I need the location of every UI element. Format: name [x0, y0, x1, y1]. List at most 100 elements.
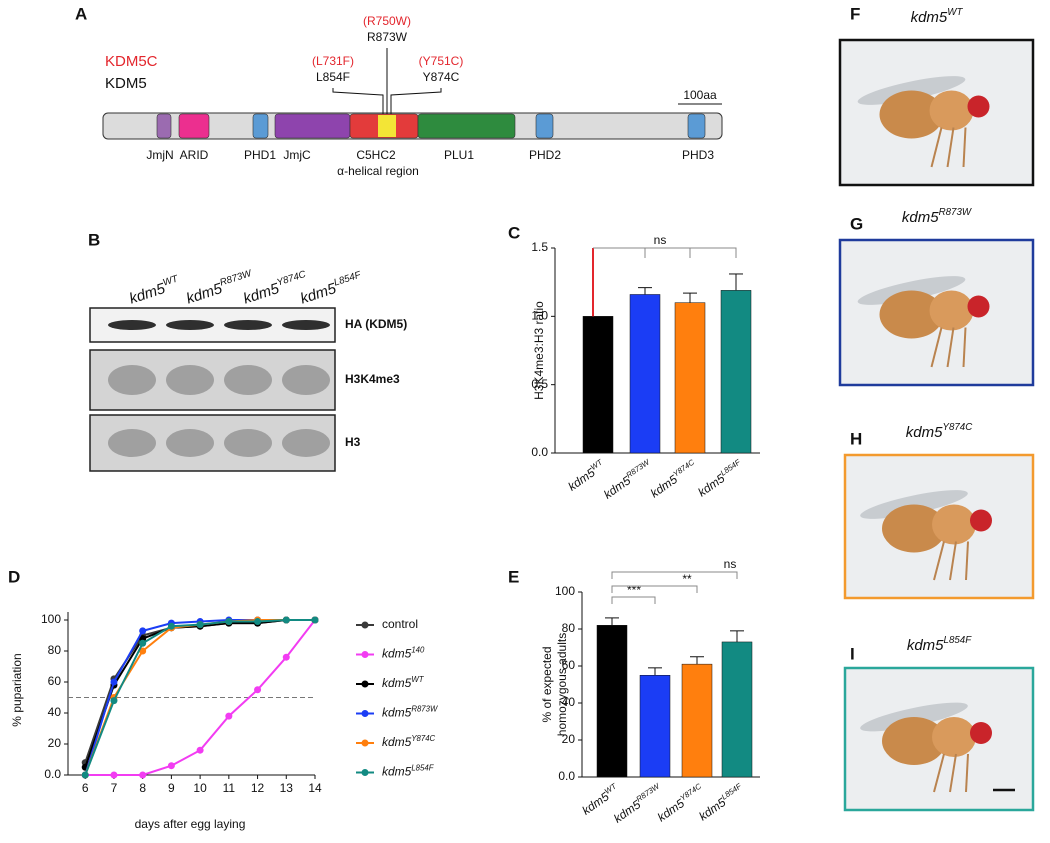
domain-label: PHD1 — [244, 148, 276, 162]
legend-text: KDM5C — [105, 53, 158, 70]
label-sup: Y874C — [276, 269, 309, 289]
data-point — [282, 653, 290, 661]
legend-marker — [361, 651, 369, 658]
scale-label: 100aa — [683, 88, 717, 102]
data-point — [139, 639, 147, 647]
panel-label: D — [8, 567, 20, 586]
region-label: α-helical region — [337, 164, 419, 178]
data-point — [254, 618, 262, 626]
y-tick-label: 1.5 — [531, 240, 548, 254]
fly-leg — [930, 127, 943, 168]
legend-text: KDM5 — [105, 75, 147, 92]
label-base: kdm5 — [127, 280, 168, 308]
lane-label: kdm5L854F — [298, 269, 366, 307]
domain — [274, 113, 351, 139]
bar — [674, 302, 706, 454]
data-point — [225, 618, 233, 626]
y-tick-label: 60 — [562, 658, 576, 672]
data-point — [254, 686, 262, 694]
y-tick-label: 0.0 — [558, 769, 575, 783]
fly-abdomen — [879, 290, 944, 339]
legend-label: kdm5WT — [382, 675, 425, 691]
label-sup: WT — [411, 675, 424, 684]
y-tick-label: 40 — [48, 705, 62, 719]
panel-label: A — [75, 4, 87, 23]
legend-label: kdm5L854F — [382, 763, 435, 779]
y-tick-label: 80 — [48, 643, 62, 657]
image-title: kdm5Y874C — [906, 422, 973, 441]
helical-region — [378, 115, 396, 137]
domain — [156, 113, 172, 139]
label-sup: Y874C — [411, 734, 435, 743]
mutation-line — [332, 88, 384, 114]
y-tick-label: 80 — [562, 621, 576, 635]
fly-abdomen — [882, 717, 946, 765]
label-sup: L854F — [719, 781, 743, 802]
fly-leg — [933, 541, 945, 581]
fly-leg — [962, 327, 967, 368]
legend-marker — [361, 710, 369, 717]
label-base: kdm5 — [382, 765, 412, 779]
sig-label: ns — [724, 557, 737, 571]
y-axis-label: homozygous adults — [555, 633, 569, 736]
domain-label: C5HC2 — [356, 148, 396, 162]
fly-thorax — [932, 717, 976, 757]
fly-leg — [949, 753, 957, 793]
panel-label: B — [88, 230, 100, 249]
mutation-fly: Y874C — [423, 70, 460, 84]
label-base: kdm5 — [241, 280, 282, 308]
label-base: kdm5 — [382, 647, 412, 661]
label-sup: Y874C — [678, 781, 703, 802]
fly-leg — [946, 127, 955, 168]
blot-label: H3K4me3 — [345, 372, 400, 386]
y-tick-label: 0.0 — [531, 445, 548, 459]
data-point — [110, 697, 118, 705]
domain-label: PHD3 — [682, 148, 714, 162]
bar — [721, 641, 753, 778]
fly-leg — [962, 127, 967, 168]
image-frame — [838, 38, 1035, 187]
bar — [582, 316, 614, 454]
x-tick-label: 8 — [139, 781, 146, 795]
label-sup: 140 — [411, 645, 425, 654]
legend-label: control — [382, 617, 418, 631]
data-point — [282, 616, 290, 624]
label-base: kdm5 — [907, 637, 944, 654]
x-tick-label: 13 — [280, 781, 294, 795]
fly-leg — [933, 753, 945, 793]
legend-label: kdm5Y874C — [382, 734, 436, 750]
domain — [535, 113, 554, 139]
band — [282, 429, 330, 457]
panel-label: G — [850, 214, 863, 233]
band — [166, 365, 214, 395]
label-sup: L854F — [944, 635, 973, 646]
blot-label: HA (KDM5) — [345, 317, 407, 331]
band — [108, 429, 156, 457]
label-sup: R873W — [634, 781, 661, 804]
x-tick-label: 7 — [111, 781, 118, 795]
fly-leg — [946, 327, 955, 368]
domain-label: JmjN — [146, 148, 173, 162]
data-point — [139, 771, 147, 779]
y-tick-label: 60 — [48, 674, 62, 688]
y-tick-label: 1.0 — [531, 309, 548, 323]
label-base: kdm5 — [382, 676, 412, 690]
mutation-human: (Y751C) — [419, 54, 464, 68]
label-sup: Y874C — [942, 422, 973, 433]
label-sup: R873W — [219, 268, 254, 289]
y-tick-label: 40 — [562, 695, 576, 709]
sig-bracket — [611, 571, 738, 579]
label-sup: R873W — [939, 207, 972, 218]
label-base: kdm5 — [382, 706, 412, 720]
label-base: kdm5 — [902, 209, 939, 226]
panel-label: F — [850, 4, 860, 23]
fly-thorax — [929, 290, 974, 331]
x-tick-label: 14 — [308, 781, 322, 795]
sig-label: ns — [654, 233, 667, 247]
fly-leg — [949, 541, 957, 581]
lane-label: kdm5WT — [127, 273, 183, 307]
x-tick-label: kdm5L854F — [695, 781, 747, 824]
bar — [681, 663, 713, 778]
sig-bracket — [593, 247, 737, 258]
